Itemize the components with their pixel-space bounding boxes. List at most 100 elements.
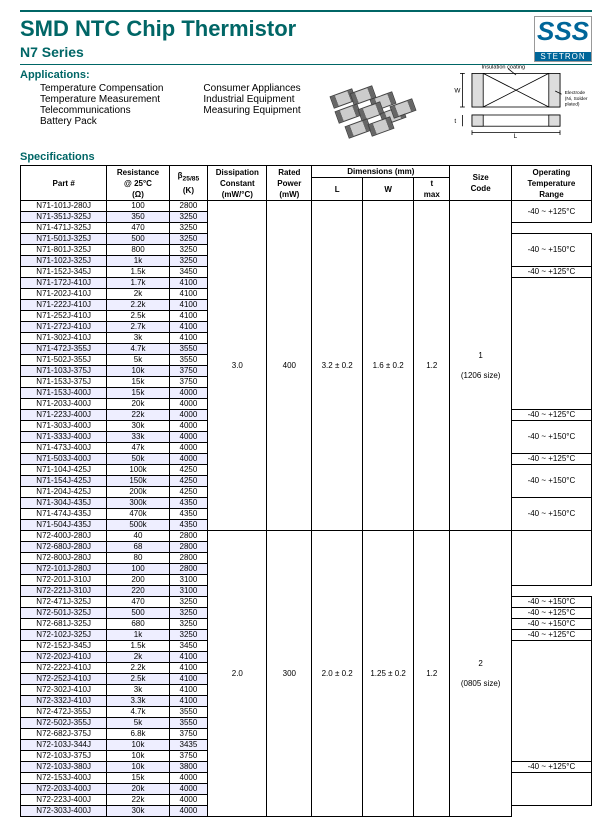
col-rated: RatedPower(mW) [267, 166, 312, 201]
label-electrode: Electrode [565, 90, 586, 96]
cell-part: N71-504J-435J [21, 520, 107, 531]
cell-beta: 4000 [169, 443, 207, 454]
cell-res: 470 [107, 597, 169, 608]
cell-beta: 4100 [169, 311, 207, 322]
table-row: N71-101J-280J10028003.04003.2 ± 0.21.6 ±… [21, 201, 592, 212]
cell-part: N71-473J-400J [21, 443, 107, 454]
cell-temp [511, 641, 591, 762]
cell-res: 22k [107, 410, 169, 421]
cell-res: 5k [107, 718, 169, 729]
cell-beta: 2800 [169, 542, 207, 553]
dimension-drawing: Insulation coating Electrode (Ni, Solder… [432, 59, 592, 139]
cell-res: 1k [107, 630, 169, 641]
cell-part: N71-474J-435J [21, 509, 107, 520]
cell-beta: 3750 [169, 729, 207, 740]
cell-beta: 4000 [169, 399, 207, 410]
cell-res: 470 [107, 223, 169, 234]
apps-item: Telecommunications [40, 105, 163, 116]
cell-temp: -40 ~ +150°C [511, 498, 591, 531]
cell-part: N71-501J-325J [21, 234, 107, 245]
col-size: SizeCode [450, 166, 511, 201]
cell-temp [511, 531, 591, 586]
cell-res: 4.7k [107, 344, 169, 355]
cell-beta: 4250 [169, 487, 207, 498]
doc-subtitle: N7 Series [20, 44, 296, 60]
cell-res: 1.5k [107, 641, 169, 652]
cell-beta: 3250 [169, 256, 207, 267]
cell-res: 1k [107, 256, 169, 267]
cell-res: 100k [107, 465, 169, 476]
cell-part: N71-302J-410J [21, 333, 107, 344]
cell-beta: 3550 [169, 355, 207, 366]
cell-part: N71-204J-425J [21, 487, 107, 498]
cell-beta: 3250 [169, 245, 207, 256]
cell-res: 680 [107, 619, 169, 630]
cell-res: 22k [107, 795, 169, 806]
cell-part: N72-502J-355J [21, 718, 107, 729]
spec-thead: Part # Resistance@ 25°C(Ω) β25/85(K) Dis… [21, 166, 592, 201]
cell-beta: 4100 [169, 652, 207, 663]
cell-part: N72-501J-325J [21, 608, 107, 619]
logo: SSS STETRON [534, 16, 592, 62]
cell-tmax: 1.2 [414, 531, 450, 817]
cell-beta: 3800 [169, 762, 207, 773]
cell-beta: 4350 [169, 509, 207, 520]
cell-temp: -40 ~ +125°C [511, 267, 591, 278]
cell-part: N71-472J-355J [21, 344, 107, 355]
cell-part: N71-223J-400J [21, 410, 107, 421]
cell-beta: 3250 [169, 608, 207, 619]
cell-beta: 4100 [169, 300, 207, 311]
cell-dissip: 3.0 [208, 201, 267, 531]
cell-beta: 2800 [169, 564, 207, 575]
cell-part: N71-333J-400J [21, 432, 107, 443]
cell-temp: -40 ~ +150°C [511, 619, 591, 630]
spec-tbody: N71-101J-280J10028003.04003.2 ± 0.21.6 ±… [21, 201, 592, 817]
cell-res: 500 [107, 234, 169, 245]
cell-part: N72-680J-280J [21, 542, 107, 553]
apps-item: Consumer Appliances [203, 83, 300, 94]
cell-beta: 4000 [169, 454, 207, 465]
cell-res: 40 [107, 531, 169, 542]
cell-temp: -40 ~ +150°C [511, 465, 591, 498]
cell-beta: 3450 [169, 267, 207, 278]
cell-res: 300k [107, 498, 169, 509]
cell-part: N71-172J-410J [21, 278, 107, 289]
cell-res: 10k [107, 751, 169, 762]
cell-beta: 4000 [169, 806, 207, 817]
label-insulation: Insulation coating [482, 65, 526, 71]
cell-res: 5k [107, 355, 169, 366]
cell-part: N71-503J-400J [21, 454, 107, 465]
cell-temp: -40 ~ +150°C [511, 597, 591, 608]
cell-res: 2k [107, 289, 169, 300]
cell-res: 2.2k [107, 300, 169, 311]
svg-text:L: L [514, 133, 518, 139]
cell-beta: 4250 [169, 465, 207, 476]
apps-col2: Consumer Appliances Industrial Equipment… [203, 83, 300, 127]
cell-temp [511, 278, 591, 410]
cell-part: N72-102J-325J [21, 630, 107, 641]
cell-part: N71-203J-400J [21, 399, 107, 410]
cell-beta: 4000 [169, 421, 207, 432]
cell-beta: 4000 [169, 388, 207, 399]
cell-beta: 4100 [169, 278, 207, 289]
cell-res: 80 [107, 553, 169, 564]
top-rule [20, 10, 592, 12]
cell-res: 470k [107, 509, 169, 520]
cell-tmax: 1.2 [414, 201, 450, 531]
cell-beta: 4100 [169, 322, 207, 333]
apps-item: Battery Pack [40, 116, 163, 127]
cell-size: 2(0805 size) [450, 531, 511, 817]
svg-text:(Ni, Solder: (Ni, Solder [565, 96, 588, 102]
cell-part: N72-101J-280J [21, 564, 107, 575]
cell-beta: 3250 [169, 619, 207, 630]
col-tmax: tmax [414, 178, 450, 201]
cell-res: 150k [107, 476, 169, 487]
cell-beta: 4100 [169, 696, 207, 707]
cell-res: 15k [107, 377, 169, 388]
cell-res: 20k [107, 399, 169, 410]
apps-left: Applications: Temperature Compensation T… [20, 69, 341, 147]
cell-res: 500k [107, 520, 169, 531]
cell-rated: 300 [267, 531, 312, 817]
cell-part: N72-201J-310J [21, 575, 107, 586]
cell-beta: 3550 [169, 718, 207, 729]
